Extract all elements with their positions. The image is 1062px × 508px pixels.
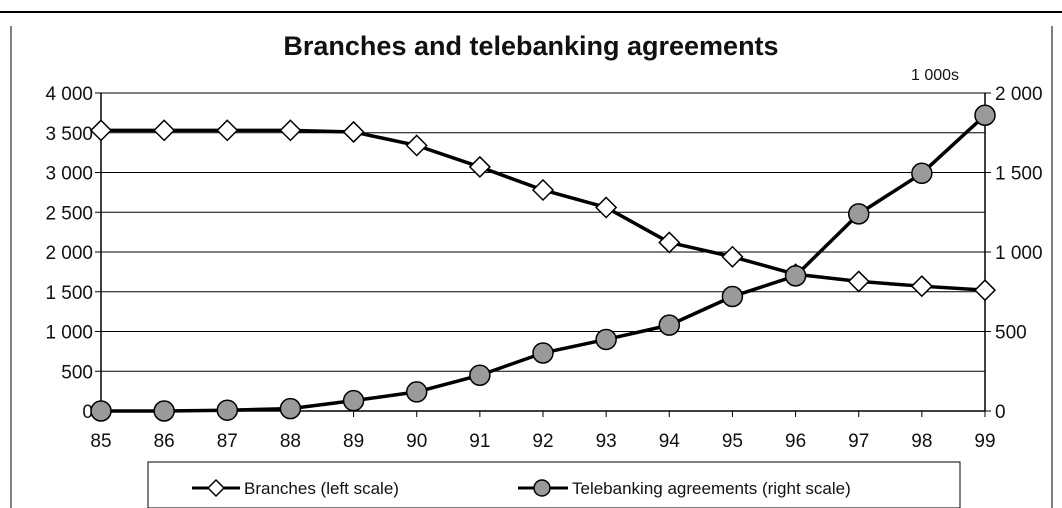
right-axis-unit: 1 000s — [911, 67, 959, 84]
right-tick-label: 2 000 — [995, 84, 1043, 105]
telebanking-point — [405, 381, 428, 403]
x-tick-label: 92 — [532, 431, 553, 452]
x-tick-label: 95 — [722, 431, 743, 452]
telebanking-point — [721, 285, 744, 308]
x-tick-label: 86 — [154, 431, 175, 452]
telebanking-point — [153, 400, 175, 422]
x-tick-label: 87 — [217, 431, 238, 452]
x-tick-label: 93 — [596, 431, 617, 452]
x-tick-label: 98 — [911, 431, 932, 452]
left-tick-label: 3 000 — [45, 164, 93, 185]
legend-label-branches: Branches (left scale) — [244, 479, 399, 498]
branches-point — [721, 245, 744, 268]
branches-point — [910, 275, 933, 298]
left-axis-tick-labels: 0 500 1 000 1 500 2 000 2 500 3 000 3 500 4 000 — [45, 84, 93, 423]
telebanking-point — [974, 104, 996, 127]
x-tick-label: 96 — [785, 431, 806, 452]
right-tick-label: 0 — [995, 402, 1006, 423]
x-axis-tick-labels: 85 86 87 88 89 90 91 92 93 94 95 96 97 98 99 — [90, 431, 995, 452]
right-axis-tick-labels: 0 500 1 000 1 500 2 000 — [995, 84, 1043, 423]
legend: Branches (left scale) Telebanking agreem… — [147, 461, 961, 508]
telebanking-point — [595, 328, 617, 351]
x-tick-label: 97 — [848, 431, 869, 452]
left-tick-label: 2 000 — [45, 243, 93, 264]
telebanking-point — [279, 397, 302, 420]
left-tick-label: 1 000 — [45, 323, 93, 344]
branches-point — [468, 155, 491, 178]
branches-point — [847, 270, 870, 293]
telebanking-point — [342, 389, 365, 412]
telebanking-point — [532, 342, 554, 364]
telebanking-point — [658, 314, 681, 336]
telebanking-point — [469, 364, 491, 386]
telebanking-point — [784, 265, 807, 287]
series-branches — [89, 119, 997, 302]
x-tick-label: 89 — [343, 431, 364, 452]
x-tick-label: 94 — [659, 431, 681, 452]
left-tick-label: 4 000 — [45, 84, 93, 105]
x-tick-label: 91 — [469, 431, 490, 452]
right-tick-label: 500 — [995, 323, 1027, 344]
branches-point — [595, 196, 618, 219]
left-tick-label: 2 500 — [45, 203, 93, 224]
branches-point — [531, 178, 555, 202]
series — [89, 104, 997, 422]
branches-point — [658, 231, 681, 254]
branches-point — [279, 119, 302, 142]
left-tick-label: 1 500 — [45, 283, 93, 304]
branches-point — [973, 279, 997, 302]
right-tick-label: 1 500 — [995, 164, 1043, 185]
chart-title: Branches and telebanking agreements — [283, 31, 778, 61]
x-tick-label: 90 — [406, 431, 427, 452]
right-tick-label: 1 000 — [995, 243, 1043, 264]
branches-point — [405, 134, 428, 157]
axes — [95, 92, 991, 417]
left-tick-label: 500 — [61, 362, 93, 383]
gridlines — [101, 92, 985, 412]
branches-point — [342, 120, 365, 144]
left-tick-label: 0 — [82, 402, 93, 423]
telebanking-point — [216, 399, 239, 421]
telebanking-point — [90, 400, 112, 422]
x-tick-label: 99 — [974, 431, 995, 452]
left-tick-label: 3 500 — [45, 124, 93, 145]
x-tick-label: 85 — [90, 431, 111, 452]
legend-box — [147, 461, 961, 508]
branches-point — [216, 119, 239, 142]
branches-point — [89, 119, 113, 142]
branches-point — [153, 119, 176, 142]
legend-marker-diamond-icon — [206, 478, 226, 498]
legend-label-telebanking: Telebanking agreements (right scale) — [572, 479, 851, 498]
x-tick-label: 88 — [280, 431, 301, 452]
telebanking-point — [847, 203, 870, 225]
series-telebanking — [90, 104, 996, 422]
legend-marker-circle-icon — [533, 479, 551, 497]
telebanking-point — [911, 162, 933, 185]
